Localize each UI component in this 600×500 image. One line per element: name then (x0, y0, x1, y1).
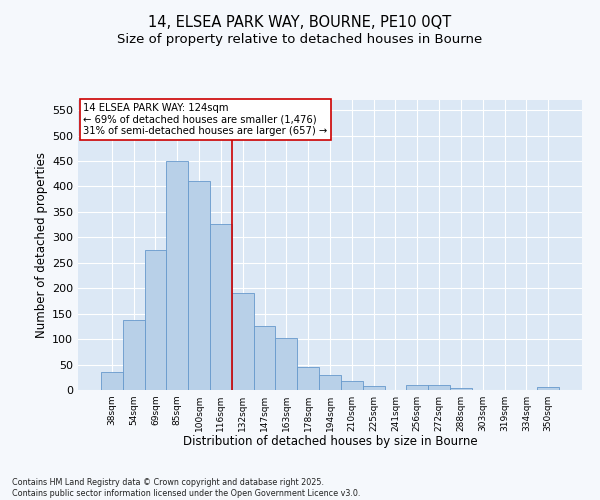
Bar (450, 388, 472, 390)
Bar (188, 182, 210, 390)
Bar (145, 250, 166, 390)
Bar (232, 294, 254, 390)
Bar (319, 374, 341, 390)
Bar (406, 386, 428, 390)
Bar (341, 381, 363, 390)
Text: Contains HM Land Registry data © Crown copyright and database right 2025.
Contai: Contains HM Land Registry data © Crown c… (12, 478, 361, 498)
Bar (101, 372, 123, 390)
Bar (297, 366, 319, 390)
Bar (166, 161, 188, 390)
X-axis label: Distribution of detached houses by size in Bourne: Distribution of detached houses by size … (182, 436, 478, 448)
Y-axis label: Number of detached properties: Number of detached properties (35, 152, 48, 338)
Bar (275, 338, 297, 390)
Text: Size of property relative to detached houses in Bourne: Size of property relative to detached ho… (118, 32, 482, 46)
Bar (363, 386, 385, 390)
Bar (428, 386, 450, 390)
Bar (537, 388, 559, 390)
Bar (210, 224, 232, 390)
Bar (254, 326, 275, 390)
Text: 14, ELSEA PARK WAY, BOURNE, PE10 0QT: 14, ELSEA PARK WAY, BOURNE, PE10 0QT (148, 15, 452, 30)
Bar (123, 320, 145, 390)
Text: 14 ELSEA PARK WAY: 124sqm
← 69% of detached houses are smaller (1,476)
31% of se: 14 ELSEA PARK WAY: 124sqm ← 69% of detac… (83, 103, 327, 136)
